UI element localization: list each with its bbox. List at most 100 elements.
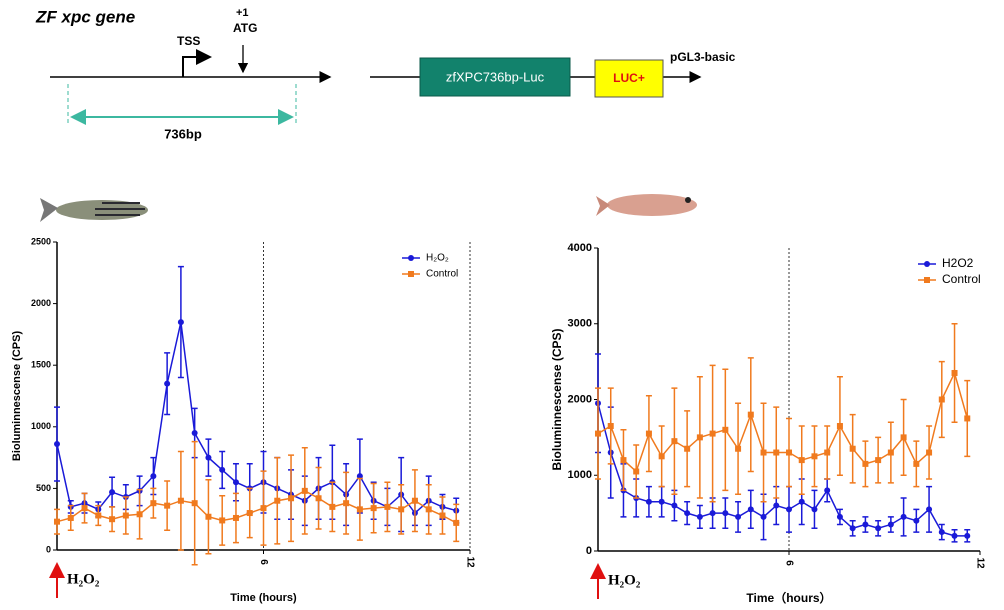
marker — [150, 473, 157, 480]
marker — [811, 506, 818, 513]
marker — [205, 513, 212, 520]
marker — [760, 513, 767, 520]
marker — [164, 380, 171, 387]
marker — [356, 473, 363, 480]
legend-label: H2O2 — [942, 256, 974, 270]
marker — [964, 415, 971, 422]
marker — [887, 521, 894, 528]
marker — [232, 514, 239, 521]
legend-marker — [408, 271, 414, 277]
marker — [109, 516, 116, 523]
y-tick-label: 0 — [46, 544, 51, 554]
marker — [384, 503, 391, 510]
marker — [862, 521, 869, 528]
y-tick-label: 4000 — [568, 242, 592, 254]
marker — [926, 449, 933, 456]
marker — [288, 495, 295, 502]
marker — [900, 434, 907, 441]
marker — [122, 512, 129, 519]
marker — [81, 505, 88, 512]
legend-label: Control — [426, 269, 458, 280]
marker — [684, 510, 691, 517]
marker — [633, 468, 640, 475]
marker — [938, 529, 945, 536]
x-tick-label: 12 — [464, 556, 475, 568]
y-tick-label: 2000 — [31, 298, 51, 308]
legend-label: H₂O₂ — [426, 253, 449, 264]
construct-box — [419, 57, 571, 97]
y-tick-label: 2000 — [568, 393, 592, 405]
transgenic-fish-icon — [596, 194, 697, 216]
marker — [595, 430, 601, 437]
marker — [786, 506, 792, 513]
marker — [425, 506, 432, 513]
marker — [773, 449, 780, 456]
marker — [411, 497, 418, 504]
y-tick-label: 0 — [586, 545, 592, 557]
marker — [67, 514, 74, 521]
marker — [136, 511, 143, 518]
marker — [671, 438, 678, 445]
y-tick-label: 1000 — [568, 469, 592, 481]
marker — [900, 513, 907, 520]
marker — [760, 449, 767, 456]
marker — [709, 510, 716, 517]
marker — [875, 525, 882, 532]
tss-label: TSS — [177, 34, 200, 48]
legend-marker — [924, 261, 930, 267]
marker — [747, 411, 754, 418]
marker — [177, 497, 184, 504]
marker — [620, 457, 627, 464]
marker — [875, 457, 882, 464]
marker — [356, 506, 363, 513]
marker — [926, 506, 933, 513]
marker — [722, 426, 729, 433]
y-tick-label: 2500 — [31, 236, 51, 246]
marker — [370, 505, 377, 512]
marker — [798, 498, 805, 505]
marker — [964, 532, 971, 539]
y-axis-label: Bioluminnescense (CPS) — [550, 328, 564, 470]
marker — [645, 430, 652, 437]
marker — [607, 423, 614, 430]
marker — [951, 369, 958, 376]
marker — [786, 449, 792, 456]
vector-label: pGL3-basic — [670, 50, 736, 64]
marker — [329, 503, 336, 510]
marker — [938, 396, 945, 403]
y-axis-label: Bioluminnescense (CPS) — [11, 331, 23, 462]
marker — [439, 512, 446, 519]
marker — [747, 506, 754, 513]
marker — [913, 517, 920, 524]
marker — [109, 489, 116, 496]
x-axis-label: Time（hours） — [746, 590, 831, 605]
x-tick-label: 12 — [974, 557, 985, 569]
marker — [696, 513, 703, 520]
marker — [735, 513, 742, 520]
atg-label: ATG — [233, 21, 257, 35]
marker — [315, 495, 322, 502]
tss-arrow — [182, 49, 212, 77]
x-tick-label: 6 — [783, 560, 794, 566]
marker — [54, 441, 60, 448]
marker — [722, 510, 729, 517]
marker — [232, 479, 239, 486]
gene-title: ZF xpc gene — [35, 7, 135, 26]
marker — [735, 445, 742, 452]
marker — [671, 502, 678, 509]
marker — [95, 512, 102, 519]
x-axis-label: Time (hours) — [230, 592, 297, 604]
series-line — [597, 403, 968, 537]
legend-marker — [408, 255, 414, 261]
marker — [150, 500, 157, 507]
marker — [54, 518, 60, 525]
marker — [645, 498, 652, 505]
marker — [684, 445, 691, 452]
series-line — [56, 490, 457, 524]
marker — [836, 423, 843, 430]
marker — [696, 434, 703, 441]
marker — [887, 449, 894, 456]
legend-marker — [924, 277, 930, 283]
